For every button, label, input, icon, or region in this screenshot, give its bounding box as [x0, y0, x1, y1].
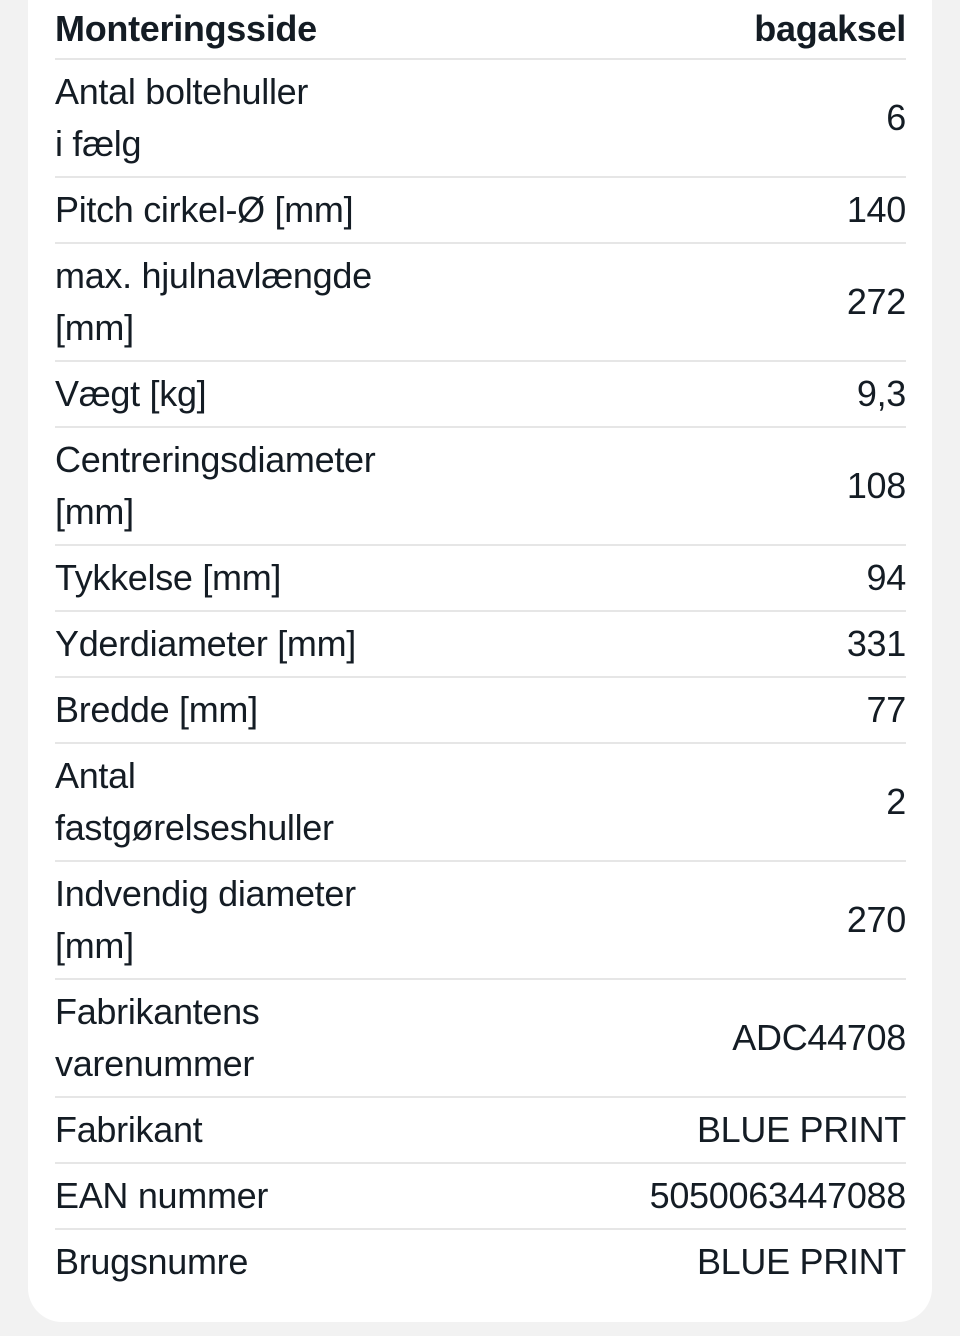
spec-label: Vægt [kg] [55, 373, 207, 414]
spec-row: Antal fastgørelseshuller 2 [55, 744, 906, 862]
spec-label: Brugsnumre [55, 1241, 249, 1282]
spec-label: Centreringsdiameter [mm] [55, 439, 376, 532]
spec-row: Fabrikant BLUE PRINT [55, 1098, 906, 1164]
specs-table: Monteringsside bagaksel Antal boltehulle… [55, 0, 906, 1294]
spec-label: Yderdiameter [mm] [55, 623, 356, 664]
spec-label: EAN nummer [55, 1175, 269, 1216]
spec-row: Brugsnumre BLUE PRINT [55, 1230, 906, 1294]
spec-row: Fabrikantens varenummer ADC44708 [55, 980, 906, 1098]
spec-label: Pitch cirkel-Ø [mm] [55, 189, 354, 230]
spec-label: Antal boltehuller i fælg [55, 71, 309, 164]
spec-row: max. hjulnavlængde [mm] 272 [55, 244, 906, 362]
spec-label: Bredde [mm] [55, 689, 258, 730]
spec-row: Bredde [mm] 77 [55, 678, 906, 744]
spec-row: Pitch cirkel-Ø [mm] 140 [55, 178, 906, 244]
spec-value: 9,3 [856, 373, 906, 414]
spec-value: 108 [846, 465, 906, 506]
spec-value: bagaksel [754, 8, 906, 49]
spec-label: max. hjulnavlængde [mm] [55, 255, 372, 348]
spec-row: Vægt [kg] 9,3 [55, 362, 906, 428]
spec-value: 77 [866, 689, 907, 730]
spec-value: 272 [846, 281, 906, 322]
spec-row: Centreringsdiameter [mm] 108 [55, 428, 906, 546]
spec-label: Fabrikant [55, 1109, 203, 1150]
spec-label: Monteringsside [55, 8, 317, 49]
spec-row: Tykkelse [mm] 94 [55, 546, 906, 612]
spec-value: 2 [886, 781, 906, 822]
spec-value: BLUE PRINT [696, 1109, 906, 1150]
spec-value: 94 [866, 557, 907, 598]
spec-row: Yderdiameter [mm] 331 [55, 612, 906, 678]
spec-value: BLUE PRINT [696, 1241, 906, 1282]
spec-value: ADC44708 [732, 1017, 906, 1058]
spec-value: 270 [846, 899, 906, 940]
specs-card [28, 0, 932, 1322]
spec-value: 331 [846, 623, 906, 664]
spec-row-header: Monteringsside bagaksel [55, 0, 906, 60]
spec-row: EAN nummer 5050063447088 [55, 1164, 906, 1230]
spec-value: 5050063447088 [649, 1175, 907, 1216]
spec-label: Tykkelse [mm] [55, 557, 282, 598]
spec-value: 140 [846, 189, 906, 230]
spec-label: Indvendig diameter [mm] [55, 873, 356, 966]
spec-label: Fabrikantens varenummer [55, 991, 260, 1084]
spec-row: Indvendig diameter [mm] 270 [55, 862, 906, 980]
spec-label: Antal fastgørelseshuller [55, 755, 334, 848]
spec-value: 6 [886, 97, 906, 138]
spec-row: Antal boltehuller i fælg 6 [55, 60, 906, 178]
